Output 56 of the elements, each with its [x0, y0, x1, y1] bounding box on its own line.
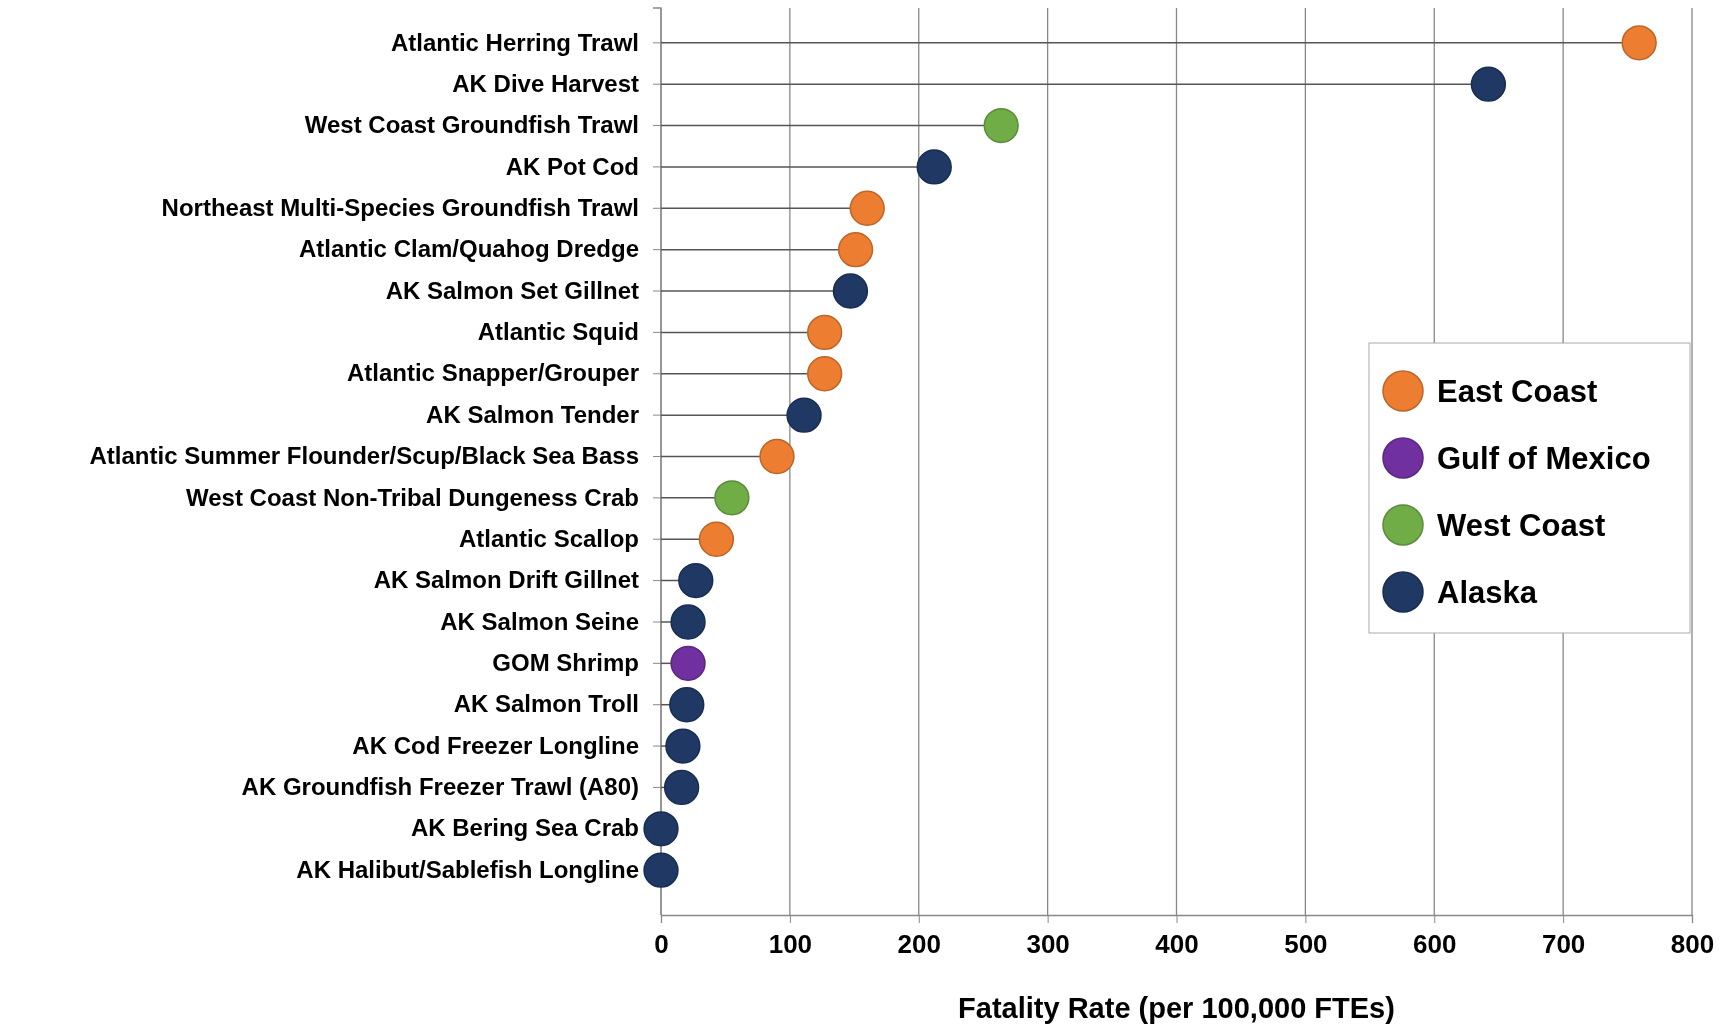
x-tick-label: 300	[1026, 929, 1070, 960]
x-tick-label: 200	[897, 929, 941, 960]
point	[832, 273, 869, 309]
point	[663, 769, 700, 806]
y-tick-label: Atlantic Scallop	[458, 524, 639, 552]
point	[1470, 66, 1507, 102]
y-tick-label: AK Salmon Seine	[440, 607, 639, 635]
y-tick-label: Atlantic Herring Trawl	[390, 28, 639, 56]
point	[807, 356, 843, 392]
point	[643, 852, 679, 888]
point	[807, 314, 843, 351]
point	[837, 232, 874, 268]
point	[983, 107, 1019, 144]
x-tick-label: 400	[1155, 929, 1199, 960]
y-tick-label: AK Salmon Set Gillnet	[385, 276, 639, 304]
point	[786, 397, 822, 433]
y-tick-label: Atlantic Snapper/Grouper	[346, 359, 639, 387]
y-tick-label: AK Bering Sea Crab	[410, 814, 639, 842]
y-tick-label: Atlantic Summer Flounder/Scup/Black Sea Bass	[89, 442, 639, 470]
point	[665, 728, 701, 764]
y-tick-label: AK Dive Harvest	[452, 69, 640, 97]
point	[669, 687, 705, 723]
y-tick-label: West Coast Groundfish Trawl	[304, 111, 639, 139]
y-tick-label: AK Salmon Tender	[426, 400, 639, 428]
y-tick-label: AK Halibut/Sablefish Longline	[296, 855, 639, 883]
y-tick-label: Northeast Multi-Species Groundfish Trawl	[161, 193, 639, 221]
x-tick-label: 600	[1413, 929, 1457, 960]
legend-label: East Coast	[1437, 374, 1598, 409]
x-tick-label: 700	[1541, 929, 1586, 960]
x-axis-title: Fatality Rate (per 100,000 FTEs)	[958, 992, 1395, 1024]
point	[678, 562, 714, 599]
legend-label: Gulf of Mexico	[1437, 441, 1651, 476]
y-tick-label: West Coast Non-Tribal Dungeness Crab	[186, 483, 639, 511]
point	[714, 480, 750, 516]
y-tick-label: GOM Shrimp	[492, 649, 639, 677]
point	[759, 438, 795, 475]
point	[698, 521, 735, 557]
point	[670, 604, 706, 640]
x-tick-label: 500	[1284, 929, 1328, 960]
y-tick-label: Atlantic Squid	[477, 318, 639, 346]
point	[1621, 25, 1657, 61]
point	[916, 149, 952, 185]
y-tick-label: AK Salmon Drift Gillnet	[373, 566, 639, 594]
y-tick-label: AK Salmon Troll	[453, 690, 639, 718]
point	[849, 190, 885, 226]
point	[670, 645, 706, 681]
y-tick-label: AK Groundfish Freezer Trawl (A80)	[241, 773, 639, 801]
x-tick-label: 100	[768, 929, 813, 960]
y-tick-label: Atlantic Clam/Quahog Dredge	[298, 235, 639, 263]
legend-label: West Coast	[1437, 508, 1606, 543]
x-tick-label: 800	[1670, 929, 1715, 960]
legend-label: Alaska	[1437, 575, 1538, 610]
point	[643, 811, 679, 847]
x-tick-label: 0	[654, 929, 669, 960]
y-tick-label: AK Cod Freezer Longline	[352, 731, 639, 759]
y-tick-label: AK Pot Cod	[505, 152, 639, 180]
